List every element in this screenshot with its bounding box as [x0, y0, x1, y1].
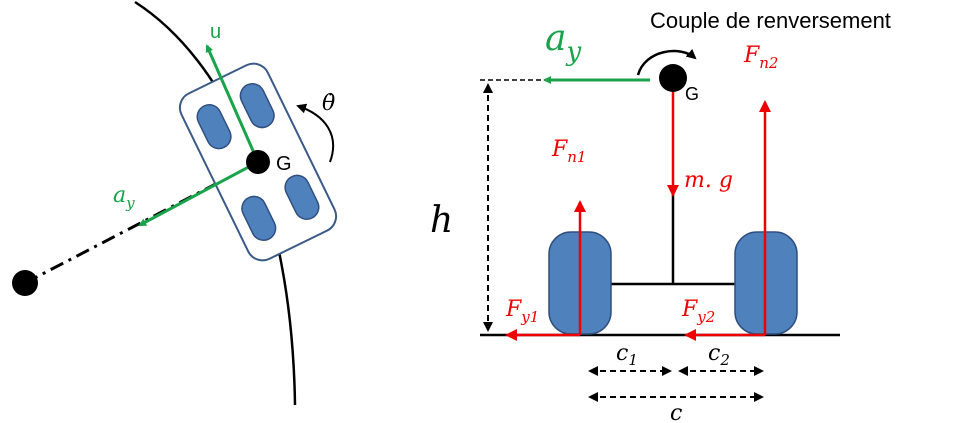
u-arrow: [205, 44, 260, 163]
label: Fy2: [681, 297, 715, 326]
label: c1: [616, 341, 638, 369]
label: ay: [113, 183, 135, 212]
couple-arrow: [636, 48, 697, 76]
label: Fn1: [551, 137, 586, 166]
ay-arrow: [138, 160, 259, 227]
label: c: [670, 401, 682, 423]
label: c2: [708, 341, 730, 369]
label: m. g: [684, 168, 733, 193]
label: G: [685, 84, 699, 104]
g-point: [246, 150, 270, 174]
label: θ̇: [322, 91, 335, 116]
rotation-arrow: [296, 103, 335, 163]
label: u: [210, 21, 221, 43]
label: Fn2: [743, 43, 778, 72]
center: [12, 270, 38, 296]
label: G: [276, 153, 292, 175]
label: h: [430, 200, 453, 241]
label: ay: [545, 18, 581, 67]
title: Couple de renversement: [650, 8, 891, 33]
g-point: [659, 64, 687, 92]
label: Fy1: [505, 297, 539, 326]
